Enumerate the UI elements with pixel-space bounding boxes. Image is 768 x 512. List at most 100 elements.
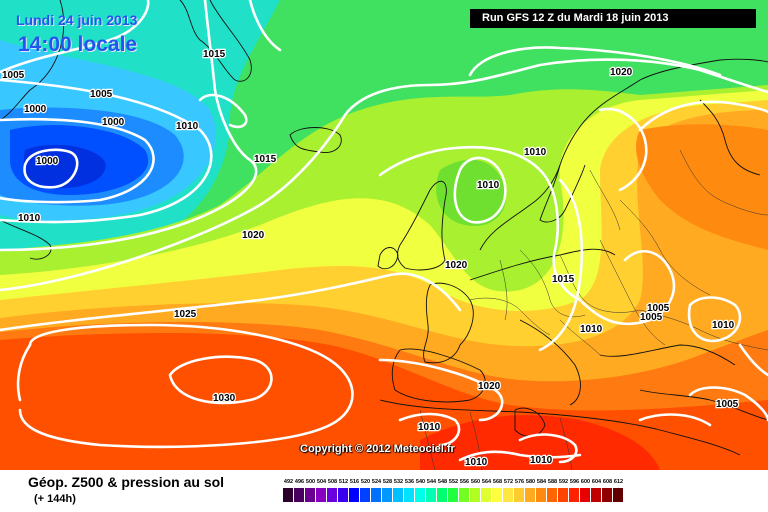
legend-swatch — [382, 488, 393, 502]
legend-value: 516 — [349, 479, 360, 485]
legend-swatch — [305, 488, 316, 502]
legend-value: 512 — [338, 479, 349, 485]
legend-swatch — [602, 488, 613, 502]
legend-swatch — [437, 488, 448, 502]
coastlines — [0, 0, 768, 456]
isobar-label: 1015 — [203, 49, 226, 60]
isobar-label: 1020 — [242, 230, 265, 241]
isobar-label: 1010 — [418, 422, 441, 433]
isobar-label: 1020 — [610, 67, 633, 78]
legend-value: 556 — [459, 479, 470, 485]
copyright-notice: Copyright © 2012 Meteociel.fr — [300, 443, 455, 455]
isobar-label: 1025 — [174, 309, 197, 320]
legend-swatch — [492, 488, 503, 502]
legend-value: 568 — [492, 479, 503, 485]
legend-value: 572 — [503, 479, 514, 485]
legend-swatch — [525, 488, 536, 502]
legend-value: 600 — [580, 479, 591, 485]
forecast-date: Lundi 24 juin 2013 — [16, 12, 138, 28]
legend-value: 564 — [481, 479, 492, 485]
legend-swatch — [327, 488, 338, 502]
legend-value: 612 — [613, 479, 624, 485]
legend-swatch — [503, 488, 514, 502]
isobar-label: 1000 — [36, 156, 59, 167]
legend-swatch — [338, 488, 349, 502]
forecast-time: 14:00 locale — [18, 33, 138, 56]
isobar-label: 1020 — [445, 260, 468, 271]
legend-swatch — [349, 488, 360, 502]
legend-swatch — [393, 488, 404, 502]
legend-swatch — [371, 488, 382, 502]
legend-value: 496 — [294, 479, 305, 485]
legend-swatch — [580, 488, 591, 502]
isobar-label: 1010 — [524, 147, 547, 158]
country-borders — [419, 149, 768, 470]
isobar-label: 1015 — [254, 154, 277, 165]
isobar-label: 1010 — [176, 121, 199, 132]
legend-swatch — [316, 488, 327, 502]
isobar-label: 1010 — [18, 213, 41, 224]
legend-swatch — [426, 488, 437, 502]
isobar-label: 1005 — [640, 312, 663, 323]
isobar-label: 1010 — [580, 324, 603, 335]
isobar-label: 1000 — [24, 104, 47, 115]
legend-value: 532 — [393, 479, 404, 485]
band-core-low — [23, 144, 106, 189]
isobar-label: 1005 — [716, 399, 739, 410]
legend-swatch — [470, 488, 481, 502]
legend-swatch — [415, 488, 426, 502]
legend-swatch — [448, 488, 459, 502]
legend-swatch — [283, 488, 294, 502]
isobars — [0, 0, 768, 464]
legend-value: 608 — [602, 479, 613, 485]
isobar-label: 1020 — [478, 381, 501, 392]
legend-value: 588 — [547, 479, 558, 485]
legend-swatch — [591, 488, 602, 502]
legend-value: 580 — [525, 479, 536, 485]
legend-value: 524 — [371, 479, 382, 485]
forecast-map: 1005 1000 1005 1000 1000 1010 1015 1010 … — [0, 0, 768, 470]
color-legend: 492 496 500 504 508 512 516 520 524 528 532 536 540 5… — [283, 478, 624, 508]
legend-value: 552 — [448, 479, 459, 485]
isobar-labels: 1005 1000 1005 1000 1000 1010 1015 1010 … — [1, 48, 740, 469]
legend-value: 492 — [283, 479, 294, 485]
legend-value: 520 — [360, 479, 371, 485]
field-title: Géop. Z500 & pression au sol — [28, 474, 225, 490]
legend-swatch — [558, 488, 569, 502]
legend-swatch — [481, 488, 492, 502]
legend-value: 544 — [426, 479, 437, 485]
isobar-label: 1010 — [712, 320, 735, 331]
legend-value: 528 — [382, 479, 393, 485]
isobar-label: 1010 — [465, 457, 488, 468]
legend-value: 576 — [514, 479, 525, 485]
legend-swatch — [404, 488, 415, 502]
legend-value: 596 — [569, 479, 580, 485]
model-run-banner: Run GFS 12 Z du Mardi 18 juin 2013 — [470, 9, 756, 28]
model-run-text: Run GFS 12 Z du Mardi 18 juin 2013 — [482, 12, 669, 24]
band-green-north-sea — [436, 159, 506, 226]
legend-value: 504 — [316, 479, 327, 485]
legend-swatch — [294, 488, 305, 502]
isobar-label: 1000 — [102, 117, 125, 128]
legend-swatches — [283, 488, 624, 502]
band-orange-east-bulge — [636, 124, 768, 250]
legend-swatch — [536, 488, 547, 502]
isobar-label: 1005 — [647, 303, 670, 314]
isobar-label: 1010 — [477, 180, 500, 191]
legend-swatch — [547, 488, 558, 502]
legend-value: 584 — [536, 479, 547, 485]
legend-value: 560 — [470, 479, 481, 485]
isobar-label: 1010 — [530, 455, 553, 466]
legend-value: 604 — [591, 479, 602, 485]
legend-swatch — [514, 488, 525, 502]
isobar-label: 1030 — [213, 393, 236, 404]
legend-value: 540 — [415, 479, 426, 485]
legend-labels: 492 496 500 504 508 512 516 520 524 528 532 536 540 5… — [283, 478, 624, 486]
legend-swatch — [459, 488, 470, 502]
legend-value: 500 — [305, 479, 316, 485]
legend-swatch — [613, 488, 624, 502]
isobar-label: 1005 — [90, 89, 113, 100]
isobar-label: 1015 — [552, 274, 575, 285]
legend-swatch — [569, 488, 580, 502]
